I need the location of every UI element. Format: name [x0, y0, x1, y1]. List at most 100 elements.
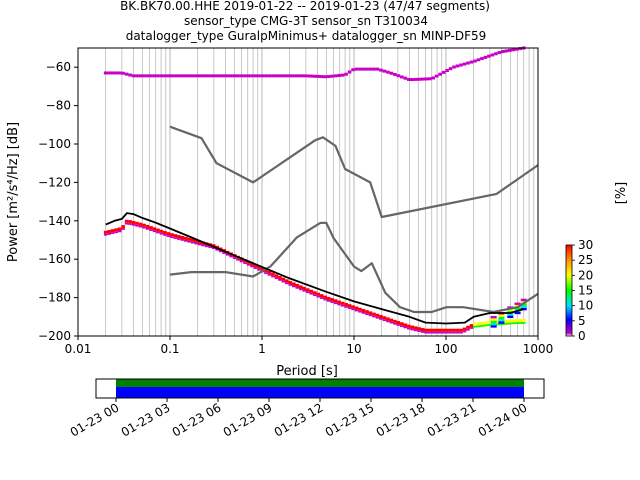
density-cell-low: [194, 242, 199, 245]
density-cell-low: [410, 328, 415, 331]
density-cell-high: [319, 75, 324, 79]
density-cell-low: [379, 315, 383, 319]
density-cell-low: [117, 230, 122, 233]
density-cell-low: [142, 223, 146, 227]
density-cell-high: [504, 49, 509, 53]
density-cell-low: [483, 321, 488, 325]
density-cell-low: [459, 328, 463, 332]
density-cell-low: [302, 289, 307, 292]
density-cell-low: [480, 325, 484, 327]
density-cell-low: [305, 288, 310, 292]
density-cell-high: [302, 74, 307, 78]
density-cell-low: [295, 286, 300, 289]
density-cell-low: [197, 240, 202, 244]
density-cell-low: [180, 238, 185, 241]
density-cell-low: [316, 295, 321, 298]
density-cell-high: [243, 74, 247, 78]
density-cell-low: [166, 235, 171, 237]
density-cell-low: [368, 311, 373, 315]
density-cell-high: [159, 74, 164, 78]
density-cell-high: [490, 53, 495, 57]
density-cell-low: [264, 269, 268, 273]
density-cell-low: [413, 326, 418, 330]
density-cell-high: [305, 74, 310, 78]
x-tick-label: 0.1: [160, 342, 179, 356]
density-cell-high: [382, 69, 387, 73]
density-cell-high: [365, 67, 369, 71]
density-cell-high: [368, 67, 373, 71]
density-cell-low: [138, 225, 143, 228]
density-cell-high: [288, 74, 293, 78]
density-cell-high: [204, 74, 209, 78]
x-axis-ticks: 0.01 0.1 1 10 100 1000: [65, 336, 553, 356]
density-cell-low: [103, 233, 108, 236]
density-cell-high: [156, 74, 160, 78]
density-cell-low: [344, 305, 348, 308]
density-cell-low: [382, 316, 387, 320]
y-tick-label: −180: [38, 291, 71, 305]
series-line-noise-model-low: [169, 221, 539, 314]
density-cell-low: [142, 226, 146, 229]
density-cell-low: [180, 235, 185, 239]
density-cell-low: [514, 319, 519, 323]
plot-frame: [77, 47, 539, 337]
density-cell-high: [487, 54, 491, 58]
density-cell-low: [330, 298, 334, 302]
density-cell-low: [333, 302, 338, 305]
density-cell-high: [246, 74, 251, 78]
density-cell-high: [278, 74, 282, 78]
density-cell-high: [128, 73, 132, 77]
density-cell-low: [323, 298, 327, 301]
density-cell-low: [204, 245, 209, 248]
density-cell-low: [177, 235, 181, 239]
density-cell-long-period: [514, 302, 521, 305]
density-cell-low: [243, 262, 247, 264]
density-cell-low: [469, 324, 474, 328]
density-cell-low: [424, 328, 429, 332]
density-cell-low: [117, 227, 122, 231]
density-cell-high: [396, 74, 401, 78]
noise-model-lines: [105, 125, 539, 325]
density-cell-high: [166, 74, 171, 78]
density-cell-low: [145, 227, 150, 230]
density-cell-long-period: [490, 320, 497, 323]
density-cell-long-period: [520, 307, 527, 311]
density-cell-high: [372, 67, 376, 71]
density-cell-high: [469, 60, 474, 64]
density-cell-high: [445, 69, 449, 73]
density-cell-low: [351, 305, 355, 309]
density-cell-low: [208, 246, 213, 249]
density-cell-high: [410, 78, 415, 82]
density-cell-low: [438, 331, 442, 334]
density-cell-low: [413, 329, 418, 332]
density-cell-low: [302, 286, 307, 290]
density-cell-low: [309, 289, 314, 293]
density-cell-low: [354, 306, 359, 310]
density-cell-low: [107, 229, 111, 233]
density-cell-high: [152, 74, 157, 78]
density-cell-low: [114, 231, 118, 234]
density-cell-low: [448, 328, 453, 332]
density-cell-low: [400, 325, 404, 328]
density-cell-high: [190, 74, 195, 78]
density-cell-low: [285, 282, 289, 285]
density-cell-high: [351, 68, 355, 72]
density-cell-low: [434, 328, 439, 332]
density-cell-low: [521, 322, 526, 324]
title-line-1: BK.BK70.00.HHE 2019-01-22 -- 2019-01-23 …: [120, 0, 490, 13]
density-cell-low: [163, 233, 167, 236]
density-cell-low: [396, 324, 401, 326]
density-cell-low: [375, 316, 380, 319]
density-cell-low: [190, 241, 195, 244]
density-cell-low: [184, 239, 188, 242]
density-cell-low: [473, 325, 477, 328]
density-cell-high: [197, 74, 202, 78]
density-cell-high: [229, 74, 233, 78]
density-cell-low: [410, 325, 415, 329]
density-cell-low: [298, 288, 303, 291]
density-cell-low: [337, 300, 341, 304]
density-cell-high: [232, 74, 237, 78]
density-cell-low: [368, 314, 373, 317]
colorbar-tick-label: 5: [578, 314, 586, 328]
